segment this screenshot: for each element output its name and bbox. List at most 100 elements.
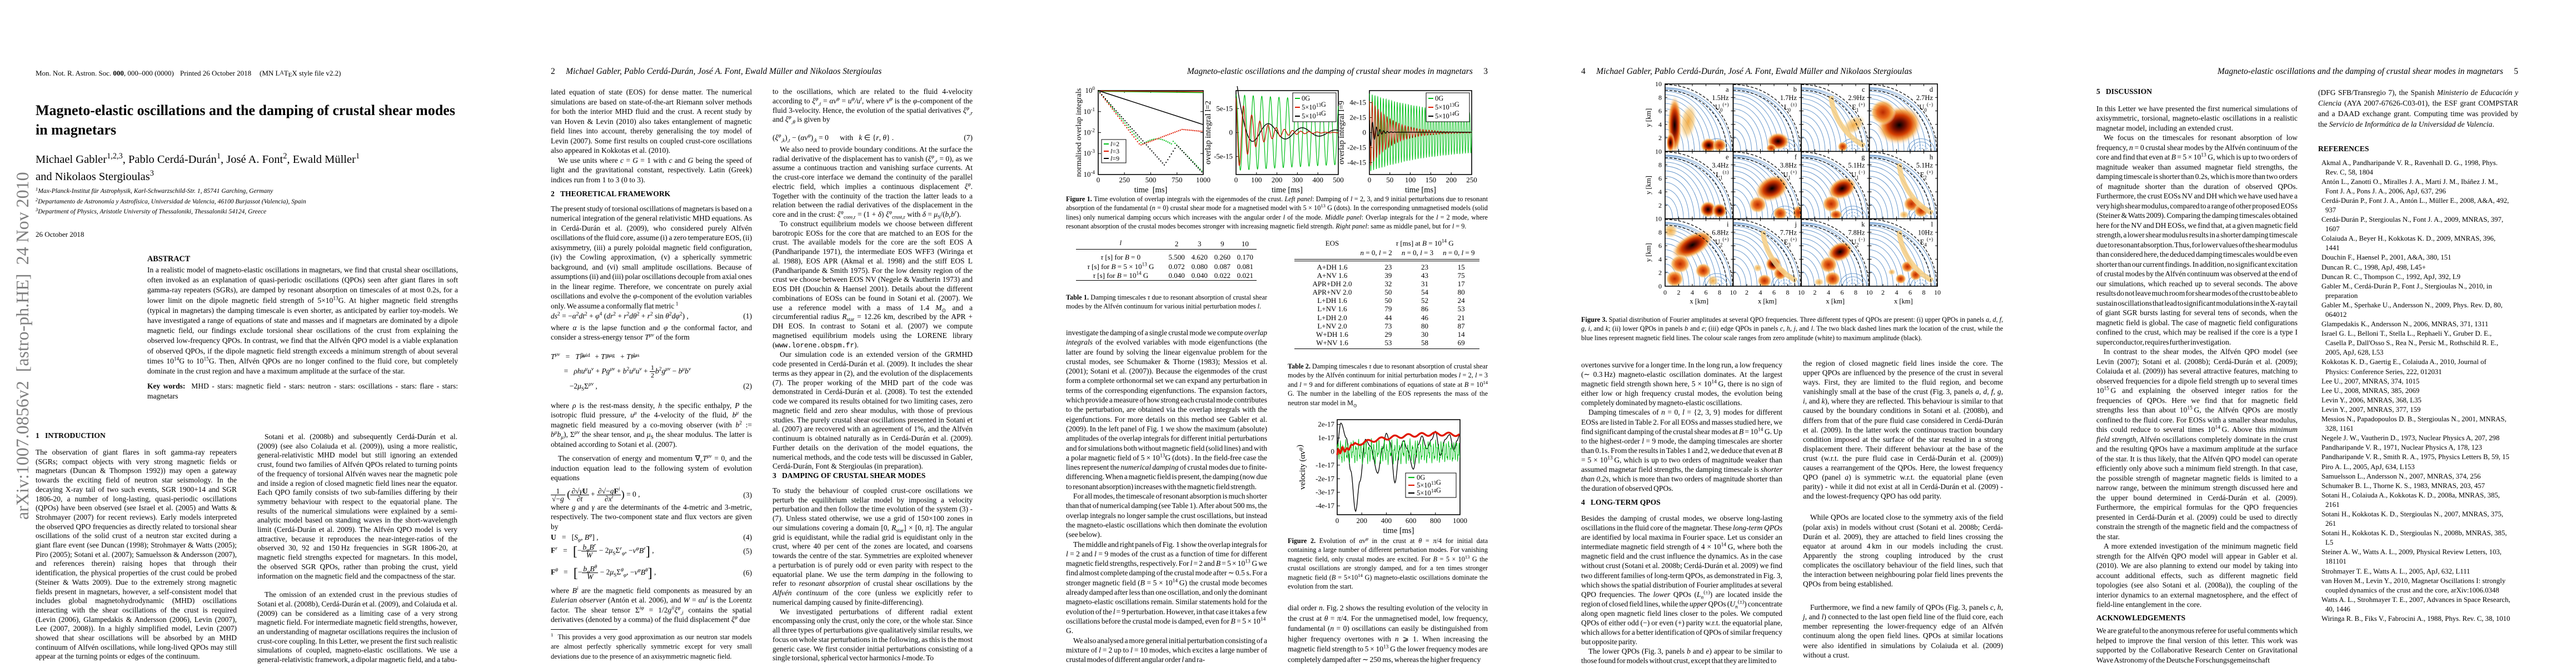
svg-text:6: 6 [1841, 288, 1844, 296]
svg-text:2.7Hz: 2.7Hz [1916, 94, 1934, 102]
svg-text:1e-17: 1e-17 [1318, 434, 1334, 442]
svg-text:0: 0 [1336, 516, 1339, 525]
svg-text:j: j [1795, 221, 1797, 228]
svg-text:6: 6 [1909, 288, 1912, 296]
svg-text:250: 250 [1119, 176, 1130, 184]
svg-text:c: c [1862, 86, 1865, 93]
svg-text:6: 6 [1772, 288, 1776, 296]
svg-text:4: 4 [1658, 255, 1662, 263]
svg-text:2: 2 [1813, 288, 1817, 296]
svg-text:100: 100 [1085, 86, 1095, 94]
svg-text:4: 4 [1895, 288, 1899, 296]
svg-text:e: e [1726, 153, 1729, 161]
svg-text:1.5Hz: 1.5Hz [1712, 94, 1729, 102]
svg-text:0: 0 [1663, 288, 1667, 296]
svg-text:0: 0 [1363, 128, 1367, 137]
svg-text:U2(−): U2(−) [1851, 237, 1865, 248]
svg-text:6: 6 [1658, 175, 1662, 182]
svg-text:200: 200 [1356, 516, 1367, 525]
svg-text:f: f [1795, 153, 1797, 161]
svg-text:l=9: l=9 [1110, 155, 1119, 162]
svg-text:400: 400 [1381, 516, 1392, 525]
svg-text:100: 100 [1405, 176, 1416, 184]
svg-text:1000: 1000 [1196, 176, 1210, 184]
svg-text:7.7Hz: 7.7Hz [1780, 229, 1797, 237]
svg-text:8: 8 [1786, 288, 1790, 296]
svg-text:0: 0 [1331, 447, 1335, 455]
svg-text:h: h [1930, 153, 1934, 161]
svg-text:8: 8 [1854, 288, 1857, 296]
svg-text:4: 4 [1691, 288, 1694, 296]
svg-text:time [ms]: time [ms] [1383, 526, 1414, 535]
svg-text:10: 10 [1655, 81, 1662, 88]
svg-text:8: 8 [1922, 288, 1926, 296]
svg-text:300: 300 [1292, 176, 1303, 184]
svg-text:2: 2 [1745, 288, 1748, 296]
svg-text:i: i [1727, 221, 1729, 228]
svg-text:time [ms]: time [ms] [1272, 186, 1303, 195]
svg-text:U2(+): U2(+) [1715, 237, 1729, 248]
svg-text:10: 10 [1798, 288, 1805, 296]
svg-text:3.8Hz: 3.8Hz [1780, 161, 1797, 169]
svg-text:4e-15: 4e-15 [1349, 98, 1366, 107]
svg-text:8: 8 [1658, 161, 1662, 169]
svg-text:2: 2 [1658, 269, 1662, 277]
svg-text:time [ms]: time [ms] [1134, 186, 1168, 195]
svg-text:4: 4 [1658, 188, 1662, 196]
svg-text:200: 200 [1272, 176, 1283, 184]
svg-text:l=3: l=3 [1110, 147, 1119, 155]
svg-text:0: 0 [1658, 282, 1662, 290]
svg-text:400: 400 [1312, 176, 1323, 184]
svg-text:4: 4 [1827, 288, 1830, 296]
svg-text:10: 10 [1866, 288, 1873, 296]
svg-text:l: l [1931, 221, 1934, 228]
svg-text:normalised overlap integrals: normalised overlap integrals [1075, 88, 1083, 177]
svg-text:1.7Hz: 1.7Hz [1780, 94, 1797, 102]
svg-text:8: 8 [1718, 288, 1721, 296]
svg-text:y [km]: y [km] [1645, 108, 1652, 127]
svg-text:-5e-15: -5e-15 [1214, 152, 1233, 161]
svg-text:-4e-15: -4e-15 [1347, 158, 1366, 166]
svg-text:E3(+): E3(+) [1784, 237, 1797, 248]
svg-text:200: 200 [1446, 176, 1457, 184]
svg-text:0: 0 [1234, 176, 1238, 184]
svg-text:U0(+): U0(+) [1715, 102, 1729, 113]
svg-text:2.9Hz: 2.9Hz [1848, 94, 1865, 102]
svg-text:10-2: 10-2 [1084, 128, 1095, 137]
svg-text:10-4: 10-4 [1084, 170, 1095, 178]
svg-text:0: 0 [1368, 176, 1372, 184]
svg-text:-2e-17: -2e-17 [1316, 474, 1334, 482]
svg-text:10: 10 [1934, 288, 1941, 296]
svg-text:500: 500 [1145, 176, 1157, 184]
svg-text:L0(±): L0(±) [1784, 102, 1797, 113]
svg-text:2: 2 [1658, 201, 1662, 209]
svg-text:velocity (αvφ): velocity (αvφ) [1296, 445, 1307, 490]
svg-text:10-3: 10-3 [1084, 148, 1095, 157]
svg-text:10: 10 [1655, 215, 1662, 223]
svg-text:750: 750 [1172, 176, 1183, 184]
svg-text:6: 6 [1705, 288, 1708, 296]
svg-text:6: 6 [1658, 107, 1662, 115]
svg-text:2e-15: 2e-15 [1349, 113, 1366, 122]
svg-text:8: 8 [1658, 93, 1662, 101]
svg-text:E1(+): E1(+) [1852, 102, 1865, 113]
svg-text:x [km]: x [km] [1826, 297, 1845, 305]
svg-text:10: 10 [1730, 288, 1737, 296]
svg-text:x [km]: x [km] [1690, 297, 1708, 305]
svg-text:-1e-17: -1e-17 [1316, 461, 1334, 469]
svg-text:y [km]: y [km] [1645, 176, 1652, 195]
svg-text:0G: 0G [1302, 94, 1310, 102]
svg-text:3.4Hz: 3.4Hz [1712, 161, 1729, 169]
svg-text:0: 0 [1229, 128, 1233, 137]
svg-text:2e-17: 2e-17 [1318, 420, 1334, 429]
svg-text:overlap integral l=9: overlap integral l=9 [1337, 101, 1346, 164]
svg-text:5.1Hz: 5.1Hz [1848, 161, 1865, 169]
svg-text:E4(+): E4(+) [1920, 237, 1933, 248]
svg-text:0: 0 [1097, 176, 1100, 184]
svg-text:600: 600 [1406, 516, 1417, 525]
svg-text:x [km]: x [km] [1894, 297, 1913, 305]
svg-text:5.1Hz: 5.1Hz [1916, 161, 1934, 169]
svg-text:U1(−): U1(−) [1851, 169, 1865, 180]
svg-text:y [km]: y [km] [1645, 243, 1652, 262]
svg-text:7.8Hz: 7.8Hz [1848, 229, 1865, 237]
